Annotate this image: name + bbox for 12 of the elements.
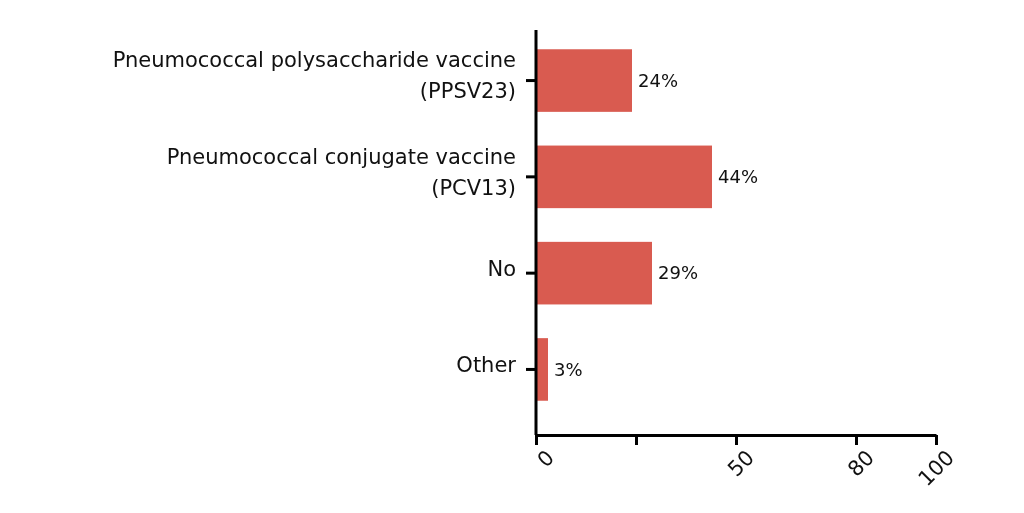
- y-tick-label: Pneumococcal conjugate vaccine (PCV13): [166, 144, 516, 200]
- x-tick-label: 80: [843, 445, 879, 482]
- data-label: 29%: [658, 262, 699, 284]
- x-tick-label: 50: [723, 445, 759, 482]
- y-tick-label: Pneumococcal polysaccharide vaccine (PPSV23): [112, 48, 516, 104]
- data-label: 44%: [718, 166, 759, 188]
- data-label: 24%: [638, 69, 679, 91]
- data-label: 3%: [554, 358, 583, 380]
- x-tick-label: 100: [913, 445, 959, 491]
- x-tick-label: 0: [532, 445, 559, 472]
- y-tick-label: No: [487, 256, 516, 281]
- y-tick-label: Other: [456, 352, 517, 377]
